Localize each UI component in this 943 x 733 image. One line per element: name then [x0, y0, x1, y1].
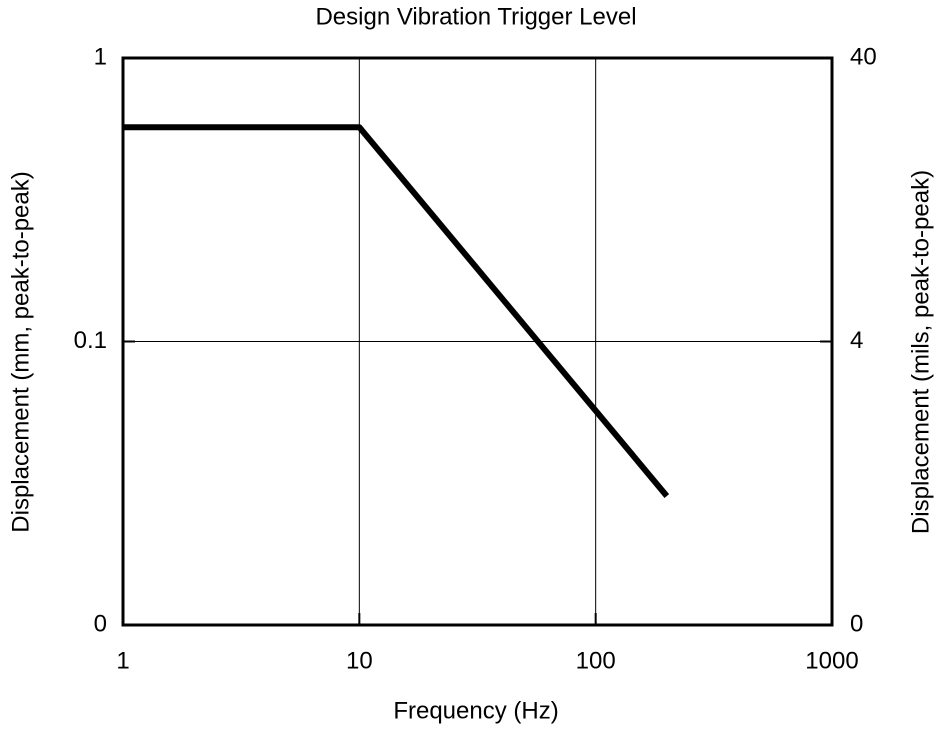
- y2-tick-label: 0: [850, 610, 863, 637]
- data-line: [123, 124, 670, 498]
- x-tick-label: 1: [116, 647, 129, 674]
- x-tick-label: 100: [576, 647, 616, 674]
- y-tick-label: 0: [94, 610, 107, 637]
- y2-tick-label: 40: [850, 43, 877, 70]
- y-axis-label: Displacement (mm, peak-to-peak): [7, 171, 34, 532]
- y-tick-label: 0.1: [74, 327, 107, 354]
- chart-title: Design Vibration Trigger Level: [315, 3, 636, 30]
- x-tick-label: 10: [346, 647, 373, 674]
- x-axis-label: Frequency (Hz): [393, 697, 558, 724]
- y2-axis-label: Displacement (mils, peak-to-peak): [907, 170, 934, 534]
- y2-tick-label: 4: [850, 327, 863, 354]
- x-tick-label: 1000: [805, 647, 858, 674]
- y-tick-label: 1: [94, 43, 107, 70]
- plot-frame: [121, 56, 834, 627]
